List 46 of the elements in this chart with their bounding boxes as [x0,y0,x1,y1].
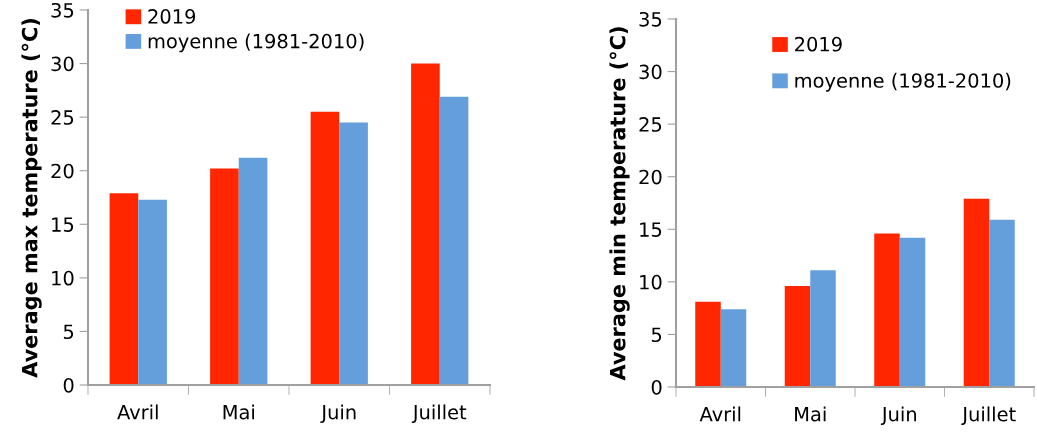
x-tick-label: Juin [320,404,356,424]
bar [963,198,990,387]
legend-label: moyenne (1981-2010) [148,33,364,53]
bar [439,96,469,385]
x-tick-label: Mai [223,404,254,420]
legend-label: 2019 [795,36,842,52]
y-tick-label: 25 [51,110,74,125]
y-axis-title: Average min temperature (°C) [609,27,630,381]
y-tick-label: 20 [639,169,662,185]
y-tick-label: 15 [52,217,74,232]
bar [874,233,900,387]
x-tick-label: Juin [880,406,916,426]
y-tick-label: 5 [651,327,662,343]
y-tick-label: 0 [651,379,662,395]
bar [411,63,440,385]
y-tick-label: 35 [51,2,74,18]
legend-label: 2019 [148,9,196,24]
y-tick-label: 35 [639,11,662,27]
x-tick-label: Avril [699,406,741,422]
bar [109,193,139,385]
bar [720,309,747,387]
y-axis-title: Average max temperature (°C) [21,19,42,378]
bar [138,199,167,385]
y-tick-label: 0 [63,377,74,393]
bar [899,237,926,387]
y-tick-label: 25 [639,117,662,132]
bar [238,157,268,385]
legend-label: moyenne (1981-2010) [795,72,1011,92]
y-tick-label: 30 [639,64,662,80]
bar [989,219,1015,387]
y-tick-label: 20 [51,163,74,179]
x-tick-label: Mai [795,406,826,422]
y-tick-label: 10 [640,274,662,290]
bar [339,122,368,385]
y-tick-label: 30 [51,56,74,72]
bar [310,111,340,385]
x-tick-label: Juillet [961,406,1016,426]
bar [810,270,836,387]
bar [210,168,239,385]
x-tick-label: Avril [117,404,158,420]
y-tick-label: 15 [640,222,662,237]
y-tick-label: 5 [63,324,74,340]
bar [784,286,811,387]
bar [695,301,721,387]
x-tick-label: Juillet [411,404,467,424]
y-tick-label: 10 [52,270,74,286]
